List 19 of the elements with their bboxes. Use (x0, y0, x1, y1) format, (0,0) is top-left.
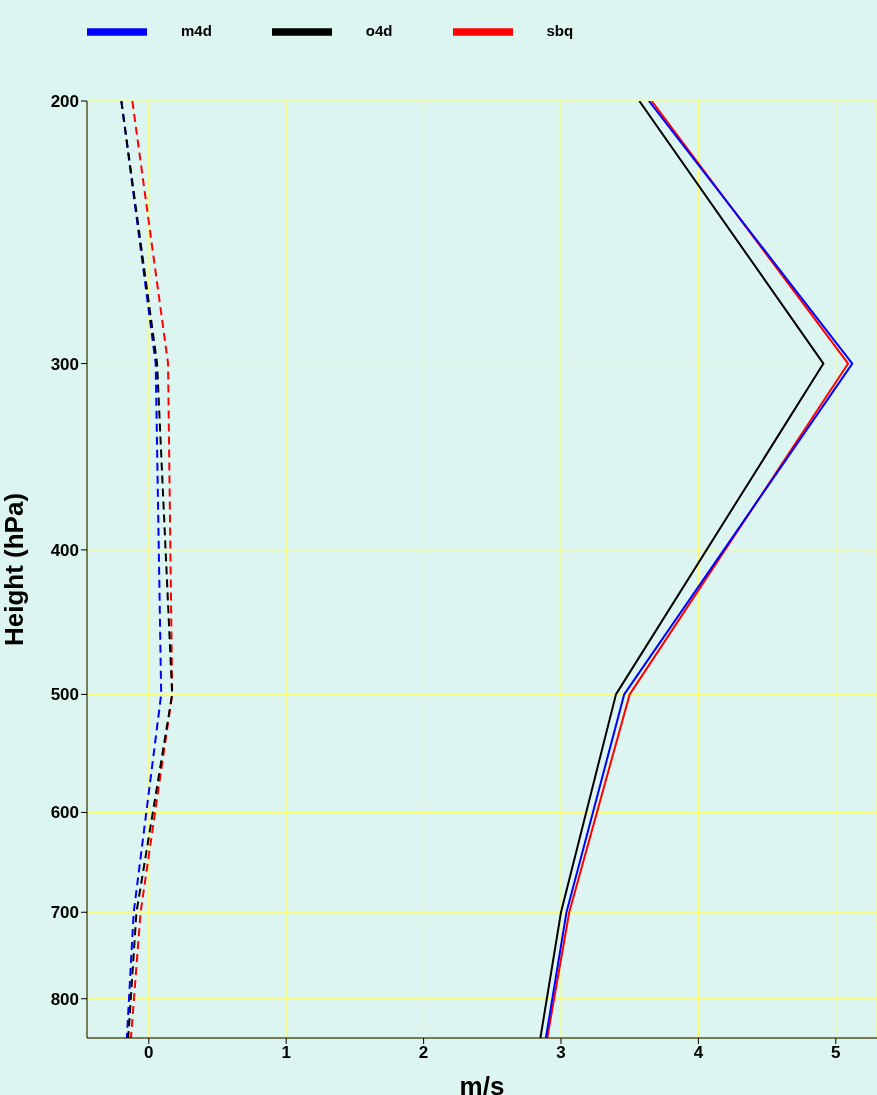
x-tick-label: 2 (418, 1043, 429, 1063)
y-tick-label: 800 (50, 989, 79, 1009)
y-tick-label: 400 (50, 540, 79, 560)
y-tick-label: 700 (50, 903, 79, 923)
x-tick-label: 3 (556, 1043, 566, 1063)
x-tick-label: 4 (693, 1043, 704, 1063)
y-tick-label: 200 (50, 92, 79, 112)
x-tick-label: 0 (144, 1043, 154, 1063)
y-tick-label: 300 (50, 354, 79, 374)
x-tick-label: 5 (831, 1043, 841, 1063)
legend-label: sbq (546, 21, 574, 39)
y-axis-title: Height (hPa) (0, 492, 30, 647)
line-series (129, 101, 174, 1038)
y-tick-label: 600 (50, 803, 79, 823)
legend-label: o4d (365, 21, 393, 39)
y-tick-label: 500 (50, 685, 79, 705)
legend-label: m4d (181, 21, 212, 39)
x-tick-label: 1 (281, 1043, 291, 1063)
x-axis-title: m/s (459, 1071, 505, 1095)
